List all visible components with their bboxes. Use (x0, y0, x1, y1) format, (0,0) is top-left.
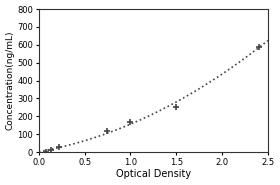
Y-axis label: Concentration(ng/mL): Concentration(ng/mL) (6, 31, 15, 130)
X-axis label: Optical Density: Optical Density (116, 169, 191, 179)
